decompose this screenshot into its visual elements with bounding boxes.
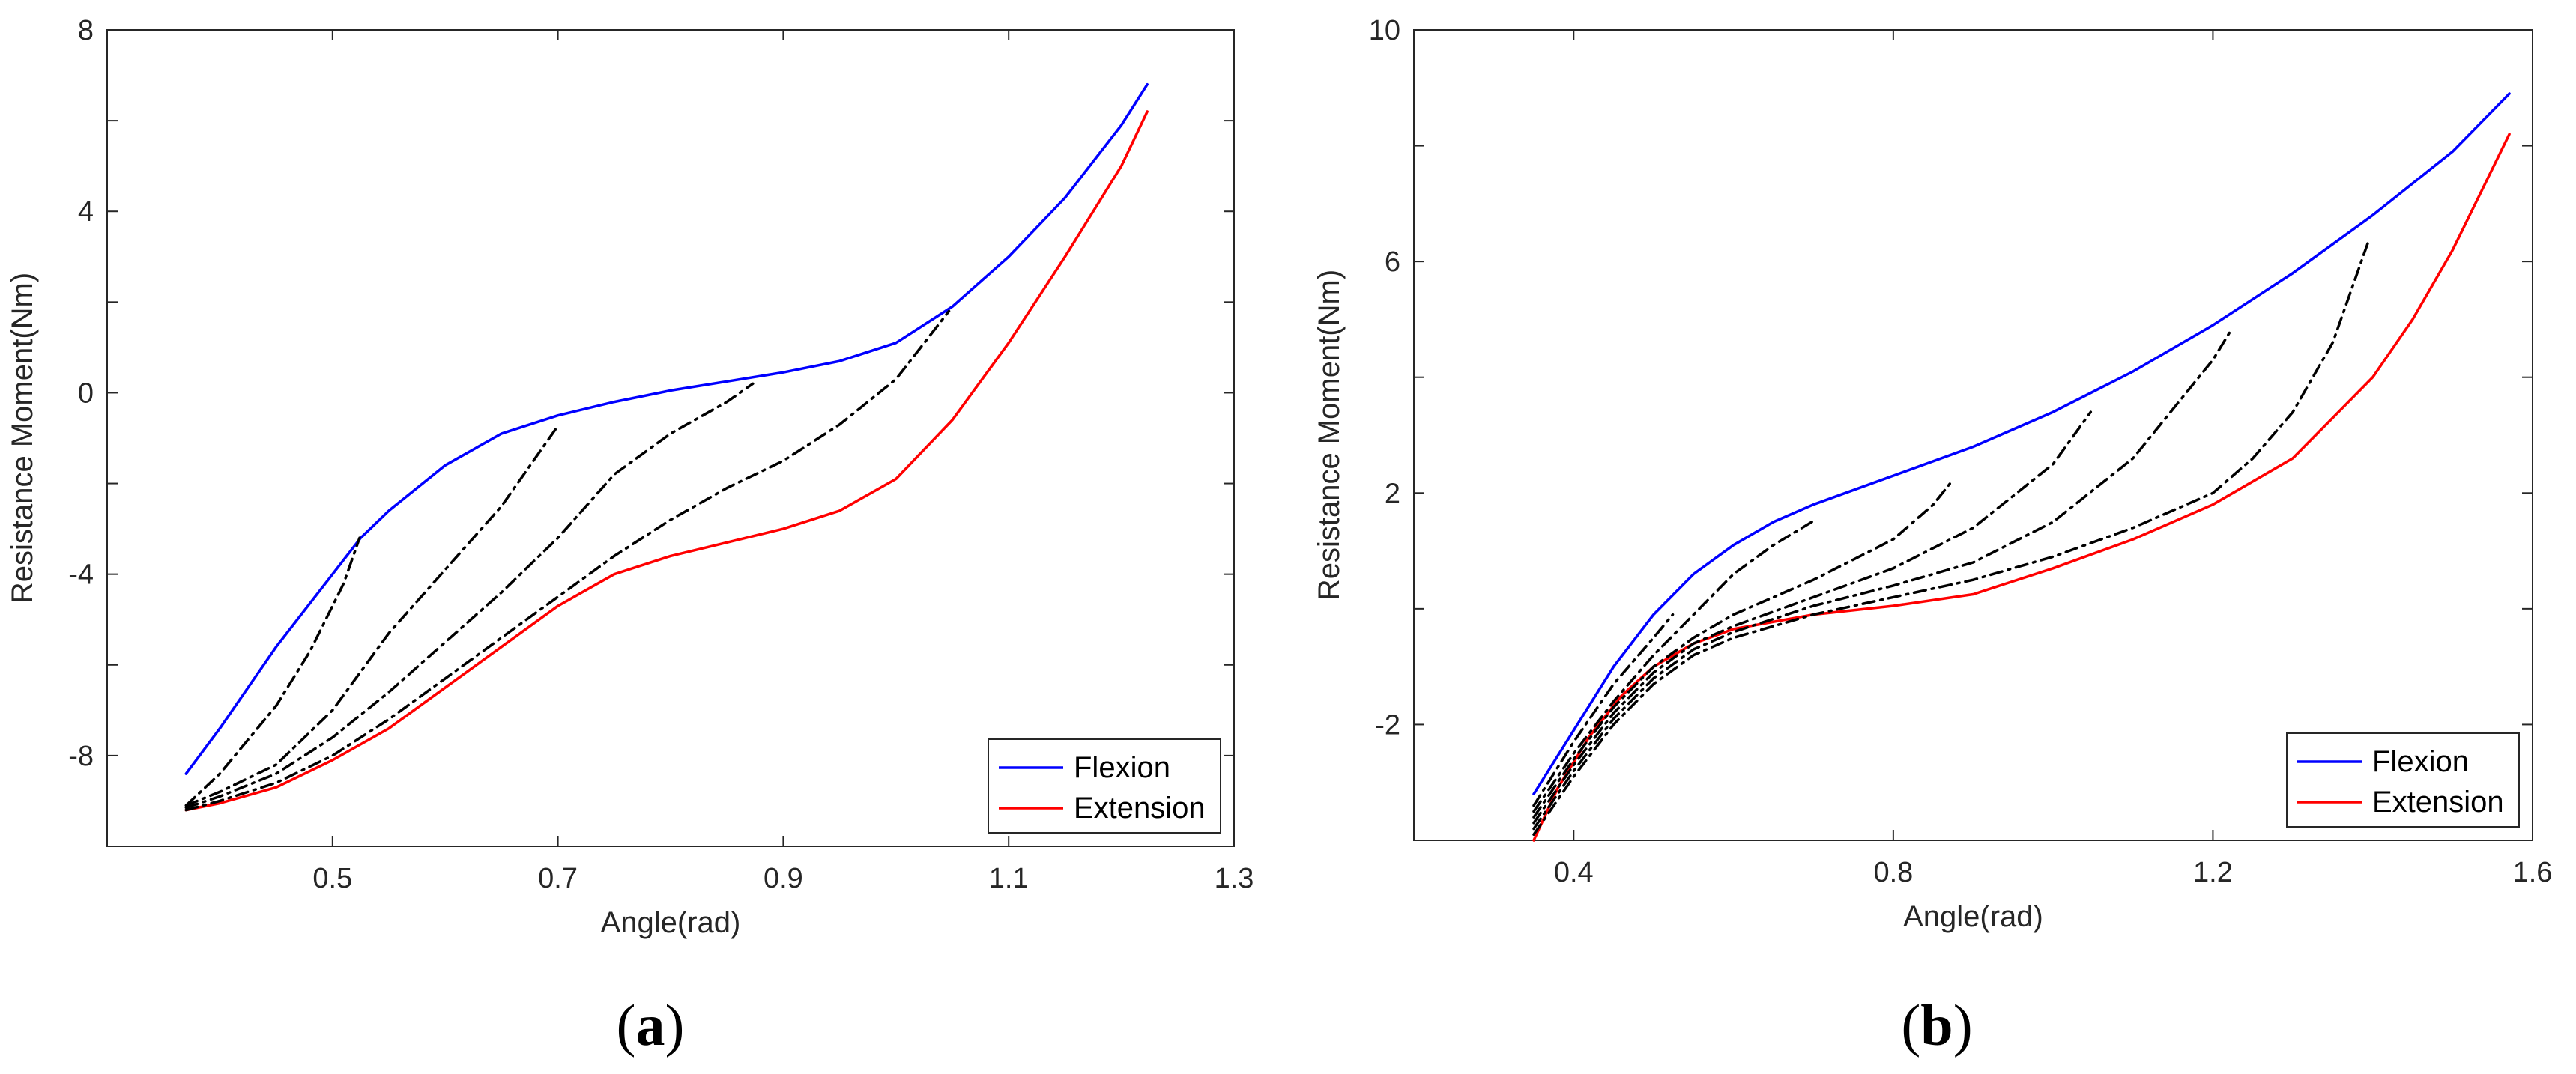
y-tick-label: 4	[78, 196, 94, 228]
x-tick-label: 0.9	[764, 863, 803, 894]
unloading-series-line-4	[184, 382, 755, 810]
legend-label-flexion: Flexion	[2372, 745, 2469, 778]
y-axis-label: Resistance Moment(Nm)	[6, 273, 39, 604]
flexion-series-line	[184, 82, 1149, 775]
chart-panel-b: 0.4 0.8 1.2 1.6 -2 2 6 10 Angle(rad) Resistance M…	[1313, 15, 2552, 1058]
unloading-series-line-3	[184, 428, 557, 807]
axes-box	[106, 29, 1235, 847]
unloading-series-line-2	[184, 536, 361, 807]
x-tick-label: 0.7	[538, 863, 578, 894]
x-tick-label: 0.4	[1554, 857, 1594, 888]
x-tick-label: 1.6	[2513, 857, 2553, 888]
unloading-series-line-6	[1532, 330, 2232, 831]
y-tick-label: 8	[78, 15, 94, 46]
unloading-series-line-5	[184, 309, 951, 812]
x-tick-label: 1.3	[1215, 863, 1254, 894]
unloading-series-line-7	[1532, 237, 2371, 837]
y-axis-label: Resistance Moment(Nm)	[1313, 270, 1346, 601]
unloading-series-line-5	[1532, 410, 2093, 825]
unloading-series-line-4	[1532, 480, 1953, 819]
y-tick-label: -4	[68, 559, 94, 591]
x-tick-label: 0.5	[312, 863, 352, 894]
y-tick-label: 6	[1385, 246, 1400, 278]
axes-box	[1413, 29, 2533, 841]
panel-label: (b)	[1901, 992, 1972, 1058]
chart-panel-a: 0.5 0.7 0.9 1.1 1.3 -8 -4 0 4 8 Angle(rad) Resistan…	[6, 15, 1254, 1058]
x-tick-label: 1.1	[989, 863, 1029, 894]
legend-box	[988, 738, 1221, 834]
panel-label: (a)	[617, 992, 685, 1058]
legend-box	[2286, 732, 2520, 828]
y-tick-label: 10	[1369, 15, 1400, 46]
y-tick-label: 0	[78, 377, 94, 409]
y-tick-label: -2	[1375, 709, 1400, 741]
x-tick-label: 0.8	[1873, 857, 1913, 888]
legend: Flexion Extension	[988, 738, 1221, 834]
legend-label-flexion: Flexion	[1074, 751, 1170, 784]
x-axis-label: Angle(rad)	[601, 906, 741, 939]
legend: Flexion Extension	[2286, 732, 2520, 828]
y-tick-label: -8	[68, 741, 94, 772]
x-axis-label: Angle(rad)	[1903, 900, 2043, 933]
extension-series-line	[184, 110, 1149, 812]
legend-label-extension: Extension	[2372, 786, 2504, 819]
x-tick-label: 1.2	[2193, 857, 2233, 888]
unloading-series-line-3	[1532, 521, 1813, 813]
legend-label-extension: Extension	[1074, 792, 1206, 825]
flexion-series-line	[1532, 92, 2511, 795]
y-tick-label: 2	[1385, 478, 1400, 509]
unloading-series-line-2	[1532, 613, 1675, 807]
extension-series-line	[1532, 133, 2511, 842]
